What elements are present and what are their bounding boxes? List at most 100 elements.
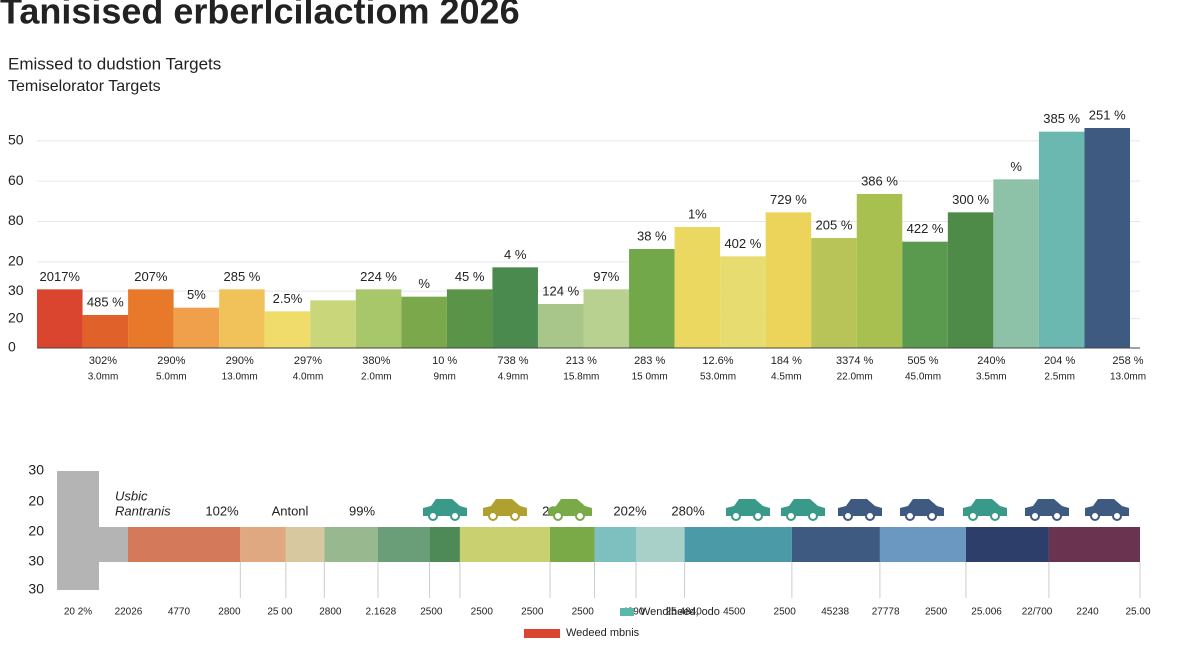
annotation: Usbic <box>115 488 148 503</box>
x-tick-label: 10 % <box>432 355 457 367</box>
bar-segment <box>550 527 595 562</box>
x-tick-label: 184 % <box>771 355 802 367</box>
annotation: Rantranis <box>115 503 171 518</box>
vehicle-wheel <box>450 511 460 521</box>
bar-segment <box>429 527 460 562</box>
x-tick-label: 3.5mm <box>976 372 1007 383</box>
x-tick-label: 13.0mm <box>222 372 258 383</box>
x-tick-label: 4.5mm <box>771 372 802 383</box>
x-tick-label: 2500 <box>521 607 544 618</box>
x-tick-label: 2500 <box>774 607 797 618</box>
bar <box>583 289 630 348</box>
bar <box>674 227 721 348</box>
x-tick-label: 4.9mm <box>498 372 529 383</box>
vehicle-wheel <box>927 511 937 521</box>
x-tick-label: 20 2% <box>64 607 92 618</box>
x-tick-label: 258 % <box>1112 355 1143 367</box>
x-tick-label: 25.006 <box>971 607 1002 618</box>
vehicle-wheel <box>905 511 915 521</box>
x-tick-label: 22026 <box>115 607 143 618</box>
y-tick-label: 50 <box>8 132 24 148</box>
vehicle-wheel <box>510 511 520 521</box>
vehicle-wheel <box>1030 511 1040 521</box>
bar-label: 5% <box>187 287 206 302</box>
annotation: 99% <box>349 503 375 518</box>
x-tick-label: 2500 <box>420 607 443 618</box>
x-tick-label: 302% <box>89 355 117 367</box>
bar-label: 422 % <box>907 221 944 236</box>
bar <box>355 289 402 348</box>
x-tick-label: 27778 <box>872 607 900 618</box>
x-tick-label: 4770 <box>168 607 191 618</box>
x-tick-label: 25 00 <box>267 607 292 618</box>
subtitle: Emissed to dudstion Targets <box>8 54 221 73</box>
x-tick-label: 45.0mm <box>905 372 941 383</box>
x-tick-label: 2500 <box>471 607 494 618</box>
bar-segment <box>128 527 241 562</box>
vehicle-wheel <box>1052 511 1062 521</box>
bar-label: 207% <box>134 269 168 284</box>
bar <box>128 289 174 348</box>
x-tick-label: 2.5mm <box>1044 372 1075 383</box>
x-tick-label: 53.0mm <box>700 372 736 383</box>
bar <box>993 179 1039 348</box>
y-label: 20 <box>28 493 44 509</box>
bar-segment <box>459 527 551 562</box>
bar-label: 2.5% <box>273 291 303 306</box>
bar-label: 224 % <box>360 269 397 284</box>
x-tick-label: 213 % <box>566 355 597 367</box>
chart-title: Tanisised erberlcilactiom 2026 <box>0 0 520 32</box>
bar-label: 38 % <box>637 228 667 243</box>
x-tick-label: 22/700 <box>1022 607 1053 618</box>
vehicle-wheel <box>990 511 1000 521</box>
bar <box>856 194 903 348</box>
x-tick-label: 15 0mm <box>632 372 668 383</box>
bar-label: 300 % <box>952 192 989 207</box>
y-tick-label: 30 <box>8 282 24 298</box>
bar-label: 402 % <box>724 236 761 251</box>
x-tick-label: 380% <box>362 355 390 367</box>
vehicle-wheel <box>488 511 498 521</box>
bar-segment <box>240 527 286 562</box>
bar-segment <box>1048 527 1140 562</box>
x-tick-label: 2.0mm <box>361 372 392 383</box>
y-label: 20 <box>28 523 44 539</box>
x-tick-label: 283 % <box>634 355 665 367</box>
vehicle-wheel <box>575 511 585 521</box>
bar <box>401 296 447 348</box>
x-tick-label: 2500 <box>925 607 948 618</box>
x-tick-label: 204 % <box>1044 355 1075 367</box>
x-tick-label: 15.8mm <box>563 372 599 383</box>
x-tick-label: 5.0mm <box>156 372 187 383</box>
x-tick-label: 2.1628 <box>366 607 397 618</box>
y-tick-label: 60 <box>8 172 24 188</box>
x-tick-label: 45238 <box>821 607 849 618</box>
legend-label: Wendiheed, odo <box>640 606 720 618</box>
vehicle-wheel <box>786 511 796 521</box>
x-tick-label: 25.00 <box>1125 607 1150 618</box>
bar-label: % <box>1010 159 1022 174</box>
bar-label: 4 % <box>504 247 527 262</box>
vehicle-wheel <box>865 511 875 521</box>
bar <box>765 212 812 348</box>
x-tick-label: 4500 <box>723 607 746 618</box>
x-tick-label: 505 % <box>907 355 938 367</box>
vehicle-wheel <box>428 511 438 521</box>
vehicle-wheel <box>1112 511 1122 521</box>
bar-label: 251 % <box>1089 107 1126 122</box>
y-tick-label: 20 <box>8 309 24 325</box>
bar-segment <box>684 527 792 562</box>
bar-segment <box>879 527 966 562</box>
bar <box>264 311 311 348</box>
y-tick-label: 20 <box>8 253 24 269</box>
bar <box>1084 128 1130 348</box>
y-tick-label: 0 <box>8 339 16 355</box>
bar-label: 1% <box>688 206 707 221</box>
bar <box>629 249 675 348</box>
x-tick-label: 297% <box>294 355 322 367</box>
x-tick-label: 240% <box>977 355 1005 367</box>
annotation: Antonl <box>272 503 309 518</box>
x-tick-label: 12.6% <box>702 355 733 367</box>
bar <box>720 256 766 348</box>
bar-label: 386 % <box>861 173 898 188</box>
